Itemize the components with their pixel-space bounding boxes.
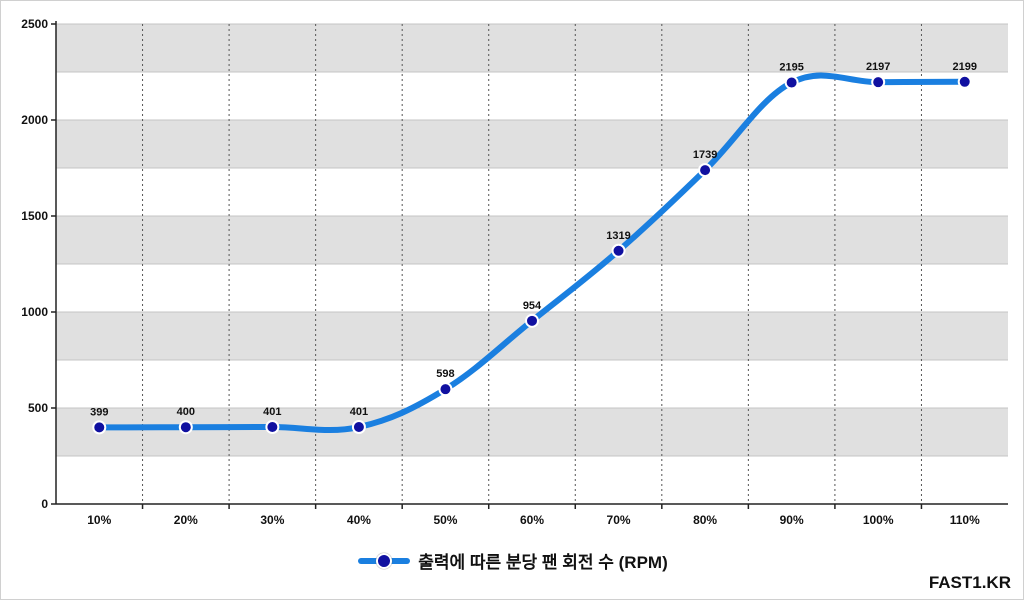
gridlines — [56, 23, 1008, 504]
data-point — [351, 420, 366, 435]
data-point — [525, 313, 539, 328]
data-label: 399 — [90, 406, 108, 418]
data-point — [957, 74, 972, 89]
x-tick-label: 110% — [950, 513, 980, 527]
data-label: 954 — [523, 300, 542, 312]
data-point — [438, 382, 453, 397]
x-tick-label: 60% — [520, 513, 544, 527]
background-bands — [56, 24, 1008, 456]
y-tick-label: 1500 — [21, 209, 48, 223]
data-point — [178, 420, 193, 435]
data-label: 401 — [263, 406, 281, 418]
axes — [55, 21, 1008, 505]
x-tick-label: 70% — [607, 513, 631, 527]
data-points — [92, 74, 972, 435]
x-tick-label: 20% — [174, 513, 198, 527]
y-axis-ticks: 0 500 1000 1500 2000 2500 — [21, 17, 56, 511]
data-point — [698, 163, 713, 178]
data-label: 2197 — [866, 61, 890, 73]
data-label: 2195 — [779, 62, 803, 74]
data-point — [265, 420, 280, 435]
background-band — [56, 216, 1008, 264]
x-tick-label: 90% — [780, 513, 804, 527]
x-tick-label: 100% — [863, 513, 894, 527]
data-label: 400 — [177, 406, 195, 418]
x-tick-label: 40% — [347, 513, 371, 527]
watermark: FAST1.KR — [928, 573, 1011, 592]
y-tick-label: 2000 — [21, 113, 48, 127]
x-tick-label: 50% — [433, 513, 457, 527]
data-label: 401 — [350, 406, 368, 418]
data-point — [784, 75, 799, 90]
y-tick-label: 2500 — [21, 17, 48, 31]
background-band — [56, 408, 1008, 456]
data-point — [871, 75, 886, 90]
data-label: 1319 — [606, 230, 630, 242]
x-tick-label: 30% — [260, 513, 284, 527]
x-axis-ticks: 10% 20% 30% 40% 50% 60% 70% 80% 90% 100% 110% — [87, 504, 980, 527]
legend-label: 출력에 따른 분당 팬 회전 수 (RPM) — [418, 553, 668, 572]
legend: 출력에 따른 분당 팬 회전 수 (RPM) — [1, 548, 1024, 573]
x-tick-label: 80% — [693, 513, 717, 527]
data-label: 598 — [436, 368, 454, 380]
y-tick-label: 500 — [28, 401, 48, 415]
background-band — [56, 24, 1008, 72]
data-label: 2199 — [952, 61, 976, 73]
x-tick-label: 10% — [87, 513, 111, 527]
y-tick-label: 0 — [41, 497, 48, 511]
data-labels: 399 400 401 401 598 954 1319 1739 2195 2197 2199 — [90, 61, 977, 419]
legend-marker-icon — [358, 552, 411, 569]
background-band — [56, 120, 1008, 168]
data-point — [611, 243, 626, 258]
data-point — [92, 420, 107, 435]
data-label: 1739 — [693, 149, 717, 161]
y-tick-label: 1000 — [21, 305, 48, 319]
